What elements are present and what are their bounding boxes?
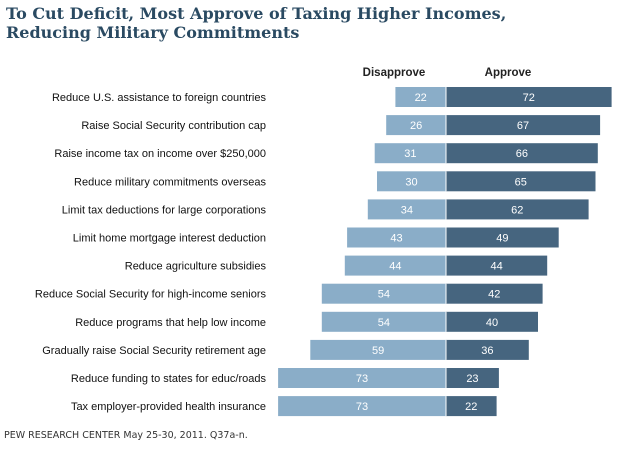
approve-bar: [446, 368, 499, 388]
category-label: Reduce programs that help low income: [75, 317, 266, 329]
center-divider: [445, 87, 447, 107]
approve-bar: [446, 396, 497, 417]
approve-value-label: 40: [486, 317, 498, 329]
disapprove-value-label: 73: [356, 401, 368, 413]
disapprove-value-label: 34: [401, 204, 413, 216]
approve-value-label: 22: [465, 401, 477, 413]
approve-bar: [446, 115, 601, 136]
approve-value-label: 49: [496, 233, 508, 245]
approve-value-label: 42: [488, 289, 500, 301]
approve-bar: [446, 283, 543, 304]
disapprove-value-label: 59: [372, 345, 384, 357]
legend-approve: Approve: [485, 67, 532, 79]
bar-row: Tax employer-provided health insurance 73…: [71, 396, 497, 417]
category-label: Tax employer-provided health insurance: [71, 401, 266, 413]
disapprove-bar: [278, 368, 446, 388]
source-note: PEW RESEARCH CENTER May 25-30, 2011. Q37…: [4, 430, 248, 441]
disapprove-bar: [347, 227, 446, 248]
bar-row: Gradually raise Social Security retireme…: [42, 339, 529, 360]
bar-row: Raise income tax on income over $250,000…: [54, 143, 598, 164]
disapprove-bar: [374, 143, 446, 164]
center-divider: [445, 339, 447, 360]
approve-value-label: 36: [481, 345, 493, 357]
bar-row: Limit tax deductions for large corporati…: [62, 199, 589, 220]
disapprove-bar: [367, 199, 446, 220]
bar-row: Limit home mortgage interest deduction 43…: [73, 227, 559, 248]
disapprove-value-label: 44: [389, 261, 401, 273]
disapprove-value-label: 43: [390, 233, 402, 245]
disapprove-bar: [386, 115, 446, 136]
chart-title-line-2: Reducing Military Commitments: [6, 23, 300, 42]
bar-row: Raise Social Security contribution cap 26…: [81, 115, 601, 136]
disapprove-bar: [278, 396, 446, 417]
bar-row: Reduce Social Security for high-income s…: [35, 283, 543, 304]
bar-row: Reduce U.S. assistance to foreign countr…: [52, 87, 612, 107]
approve-bar: [446, 227, 559, 248]
disapprove-value-label: 73: [356, 373, 368, 385]
approve-bar: [446, 87, 612, 107]
center-divider: [445, 143, 447, 164]
center-divider: [445, 368, 447, 388]
disapprove-bar: [321, 311, 446, 332]
disapprove-value-label: 22: [415, 92, 427, 104]
approve-bar: [446, 255, 548, 276]
approve-bar: [446, 199, 589, 220]
bar-row: Reduce agriculture subsidies 44 44: [125, 255, 548, 276]
center-divider: [445, 311, 447, 332]
approve-value-label: 66: [516, 148, 528, 160]
disapprove-bar: [377, 171, 446, 192]
disapprove-value-label: 54: [378, 289, 390, 301]
approve-bar: [446, 143, 598, 164]
approve-value-label: 23: [466, 373, 478, 385]
disapprove-value-label: 54: [378, 317, 390, 329]
approve-value-label: 44: [490, 261, 502, 273]
center-divider: [445, 396, 447, 417]
disapprove-value-label: 30: [405, 176, 417, 188]
category-label: Raise Social Security contribution cap: [81, 120, 266, 132]
category-label: Reduce military commitments overseas: [74, 176, 266, 188]
disapprove-value-label: 26: [410, 120, 422, 132]
approve-value-label: 62: [511, 204, 523, 216]
chart-title-line-1: To Cut Deficit, Most Approve of Taxing H…: [6, 4, 507, 23]
approve-value-label: 67: [517, 120, 529, 132]
bar-row: Reduce funding to states for educ/roads 7…: [71, 368, 499, 388]
center-divider: [445, 227, 447, 248]
category-label: Reduce U.S. assistance to foreign countr…: [52, 92, 267, 104]
category-label: Raise income tax on income over $250,000: [54, 148, 266, 160]
disapprove-bar: [344, 255, 446, 276]
disapprove-bar: [321, 283, 446, 304]
approve-bar: [446, 311, 538, 332]
center-divider: [445, 199, 447, 220]
chart-title: To Cut Deficit, Most Approve of Taxing H…: [6, 4, 606, 42]
center-divider: [445, 255, 447, 276]
disapprove-bar: [310, 339, 446, 360]
legend-disapprove: Disapprove: [363, 67, 426, 79]
approve-value-label: 65: [515, 176, 527, 188]
approve-bar: [446, 171, 596, 192]
disapprove-value-label: 31: [404, 148, 416, 160]
center-divider: [445, 115, 447, 136]
category-label: Reduce agriculture subsidies: [125, 261, 267, 273]
bar-row: Reduce military commitments overseas 30 65: [74, 171, 596, 192]
approve-bar: [446, 339, 529, 360]
category-label: Limit tax deductions for large corporati…: [62, 204, 267, 216]
approve-value-label: 72: [523, 92, 535, 104]
category-label: Gradually raise Social Security retireme…: [42, 345, 266, 357]
center-divider: [445, 283, 447, 304]
bar-row: Reduce programs that help low income 54 40: [75, 311, 538, 332]
category-label: Reduce Social Security for high-income s…: [35, 289, 267, 301]
category-label: Limit home mortgage interest deduction: [73, 233, 266, 245]
category-label: Reduce funding to states for educ/roads: [71, 373, 267, 385]
center-divider: [445, 171, 447, 192]
disapprove-bar: [395, 87, 446, 107]
